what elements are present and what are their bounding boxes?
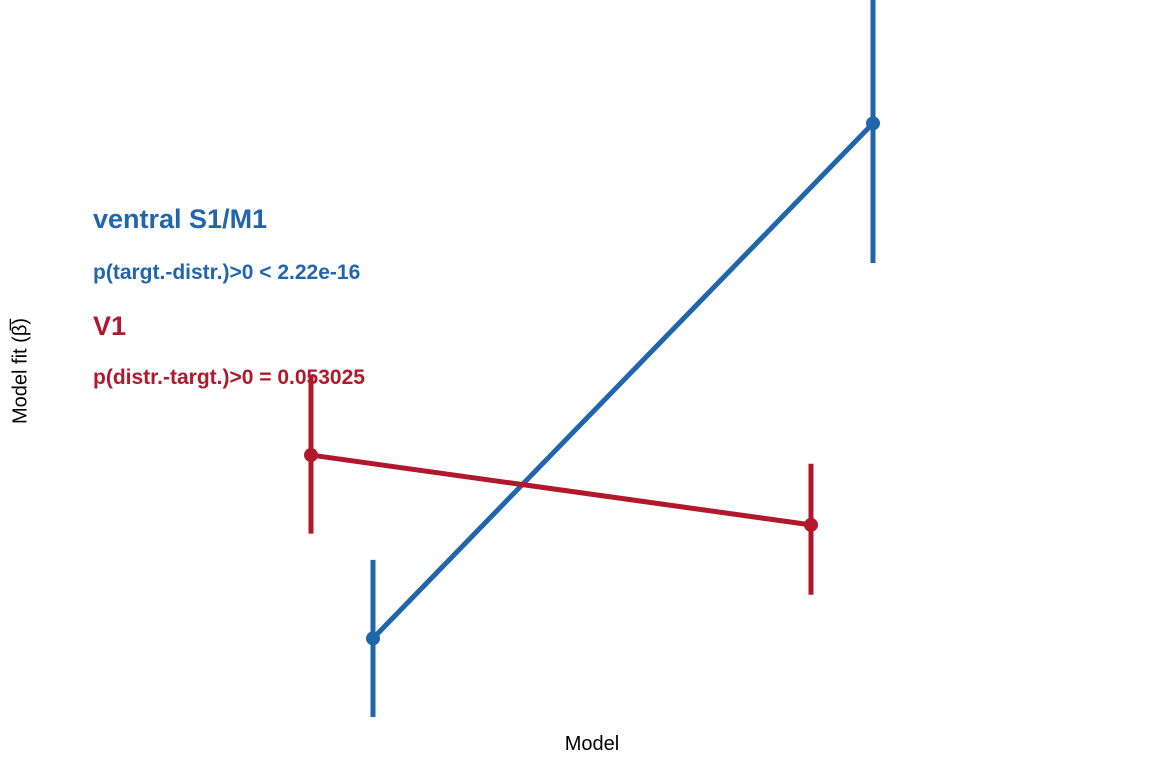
series-ventral-s1m1 <box>366 0 880 717</box>
data-point <box>366 631 380 646</box>
x-axis-label: Model <box>564 733 620 755</box>
y-axis-label: Model fit (β̅) <box>9 318 32 424</box>
data-point <box>866 116 880 131</box>
series-label-v1: V1 <box>93 311 127 341</box>
data-point <box>304 448 318 463</box>
series-line <box>371 121 875 641</box>
series-pvalue-v1: p(distr.-targt.)>0 = 0.053025 <box>93 366 365 389</box>
series-label-ventral-s1m1: ventral S1/M1 <box>93 204 268 234</box>
series-pvalue-ventral-s1m1: p(targt.-distr.)>0 < 2.22e-16 <box>93 261 361 284</box>
data-point <box>804 517 818 532</box>
series-line <box>310 452 812 528</box>
series-v1 <box>304 376 818 595</box>
